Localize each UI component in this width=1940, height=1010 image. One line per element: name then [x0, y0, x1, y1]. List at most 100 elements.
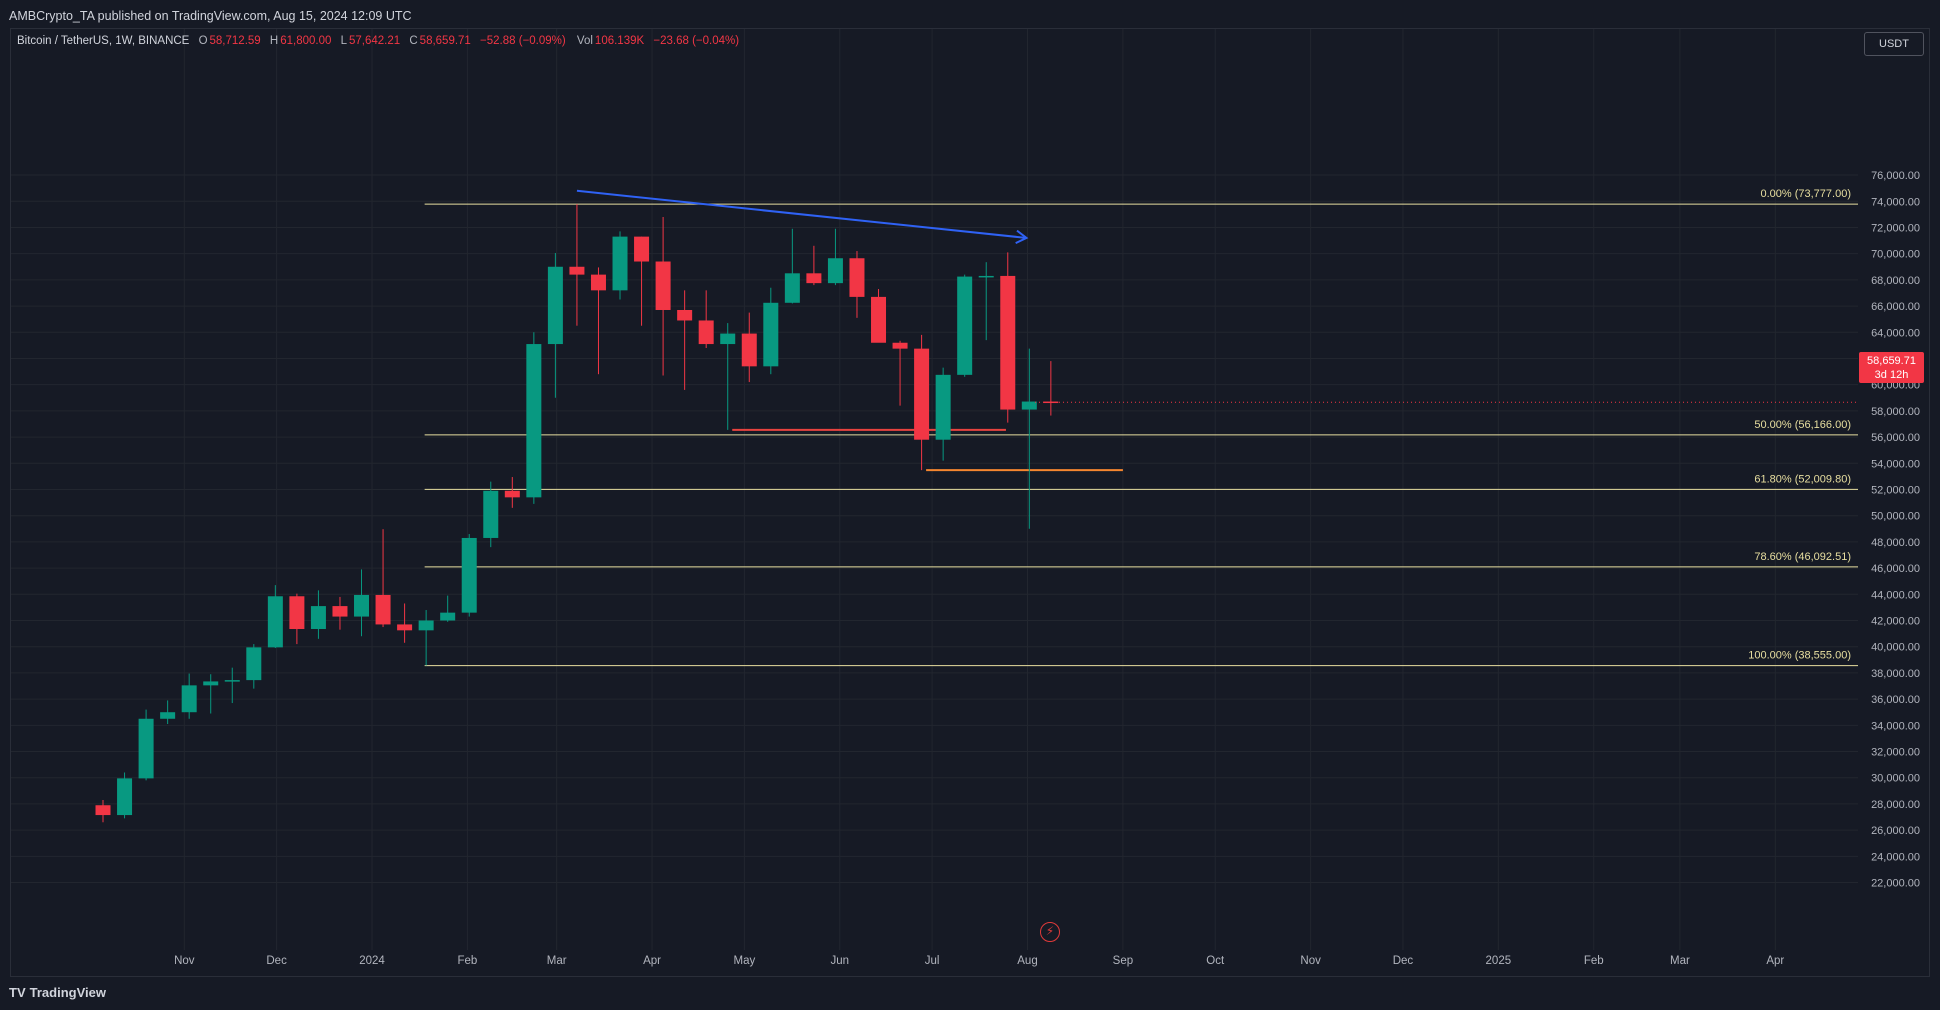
candle-body — [138, 718, 154, 779]
candle — [117, 772, 133, 819]
last-price: 58,659.71 — [1867, 355, 1916, 367]
candle-body — [117, 778, 133, 816]
lightning-icon[interactable]: ⚡ — [1040, 922, 1060, 942]
time-tick-label: Nov — [174, 955, 195, 967]
currency-button[interactable]: USDT — [1864, 32, 1924, 56]
bar-countdown: 3d 12h — [1874, 369, 1909, 381]
candle-body — [849, 258, 865, 297]
candle — [655, 216, 671, 376]
support-lines — [732, 428, 1123, 472]
low-value: 57,642.21 — [348, 35, 401, 47]
candle-body — [310, 606, 326, 630]
candle-body — [827, 258, 843, 284]
candle-body — [763, 302, 779, 367]
candle — [784, 228, 800, 304]
price-tick-label: 36,000.00 — [1871, 694, 1920, 706]
candle — [569, 204, 585, 326]
candle — [375, 529, 391, 628]
chart-panel[interactable] — [10, 28, 1930, 977]
candle-body — [461, 537, 477, 613]
symbol-title: Bitcoin / TetherUS, 1W, BINANCE — [17, 35, 190, 47]
trend-arrow — [576, 189, 1858, 403]
time-tick-label: 2024 — [359, 955, 385, 967]
price-tick-label: 66,000.00 — [1871, 301, 1920, 313]
close-label: C — [409, 35, 418, 47]
candle-body — [784, 273, 800, 303]
candle-body — [483, 490, 499, 538]
candle — [1043, 361, 1059, 416]
candle-body — [397, 624, 413, 631]
time-tick-label: Sep — [1113, 955, 1133, 967]
price-tick-label: 76,000.00 — [1871, 170, 1920, 182]
grid-lines — [11, 29, 1858, 950]
candle — [461, 534, 477, 617]
price-tick-label: 40,000.00 — [1871, 642, 1920, 654]
candle-body — [677, 309, 693, 321]
candle-body — [978, 275, 994, 278]
candle — [634, 236, 650, 326]
candle — [440, 595, 456, 622]
candle-body — [655, 261, 671, 310]
fib-level-label: 50.00% (56,166.00) — [1754, 419, 1851, 431]
tradingview-logo[interactable]: TV TradingView — [9, 983, 106, 1003]
candle-body — [181, 685, 197, 713]
time-tick-label: Oct — [1206, 955, 1225, 967]
candle — [267, 585, 283, 649]
candle — [181, 673, 197, 719]
fib-retracement: 0.00% (73,777.00) 50.00% (56,166.00) 61.80… — [424, 188, 1858, 667]
candle — [590, 267, 606, 375]
candle — [418, 610, 434, 666]
time-tick-label: Aug — [1017, 955, 1037, 967]
candle — [806, 245, 822, 286]
candle-body — [440, 612, 456, 621]
time-tick-label: Mar — [547, 955, 567, 967]
candle — [547, 253, 563, 398]
candle — [892, 340, 908, 406]
close-value: 58,659.71 — [419, 35, 471, 47]
volume-value: 106.139K — [594, 35, 645, 47]
price-tick-label: 72,000.00 — [1871, 222, 1920, 234]
price-tick-label: 56,000.00 — [1871, 432, 1920, 444]
trend-line — [576, 189, 1027, 239]
price-tick-label: 24,000.00 — [1871, 851, 1920, 863]
time-tick-label: Mar — [1670, 955, 1690, 967]
candle — [871, 289, 887, 343]
candle — [483, 481, 499, 548]
price-tick-label: 70,000.00 — [1871, 249, 1920, 261]
price-tick-label: 28,000.00 — [1871, 799, 1920, 811]
candles — [95, 204, 1059, 823]
candle-body — [95, 805, 111, 816]
price-tick-label: 34,000.00 — [1871, 720, 1920, 732]
high-label: H — [269, 35, 279, 47]
price-tick-label: 68,000.00 — [1871, 275, 1920, 287]
volume-label: Vol — [576, 35, 593, 47]
candle — [203, 674, 219, 714]
price-tick-label: 22,000.00 — [1871, 878, 1920, 890]
candle-body — [1000, 275, 1016, 410]
low-label: L — [340, 35, 347, 47]
price-tick-label: 30,000.00 — [1871, 773, 1920, 785]
candle-body — [806, 273, 822, 284]
price-tick-label: 26,000.00 — [1871, 825, 1920, 837]
symbol-legend: Bitcoin / TetherUS, 1W, BINANCE O 58,712.… — [17, 32, 741, 50]
candle — [935, 367, 951, 461]
candle — [612, 231, 628, 300]
volume-change: −23.68 (−0.04%) — [653, 35, 740, 47]
candle-body — [612, 236, 628, 291]
price-tick-label: 46,000.00 — [1871, 563, 1920, 575]
candle-body — [634, 236, 650, 262]
candle-body — [590, 274, 606, 291]
candle — [310, 590, 326, 639]
candle — [1021, 348, 1037, 529]
candle — [224, 667, 240, 704]
candle — [741, 312, 757, 383]
candle-body — [246, 647, 262, 681]
time-tick-label: Jul — [925, 955, 940, 967]
price-tick-label: 58,000.00 — [1871, 406, 1920, 418]
candle — [720, 323, 736, 430]
candle-body — [935, 374, 951, 440]
candle — [504, 477, 520, 508]
time-tick-label: Apr — [643, 955, 661, 967]
